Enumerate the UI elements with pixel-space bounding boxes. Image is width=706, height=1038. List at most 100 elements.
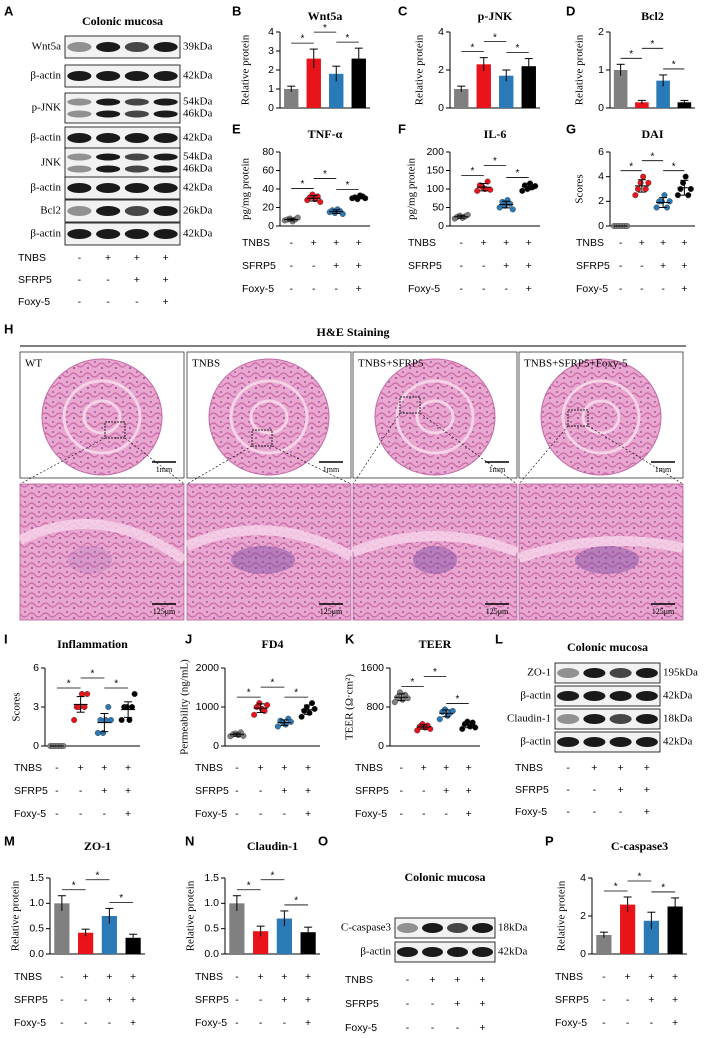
data-point: [637, 179, 644, 186]
blot-band: [124, 110, 149, 118]
treatment-label: SFRP5: [195, 994, 229, 1006]
treatment-sign: -: [593, 784, 597, 796]
data-point: [666, 198, 673, 205]
y-tick-label: 50: [432, 201, 444, 213]
significance-star: *: [346, 33, 350, 44]
treatment-sign: +: [503, 260, 509, 272]
y-tick-label: 3: [33, 701, 39, 713]
data-point: [459, 725, 466, 732]
blot-band: [557, 668, 580, 678]
y-tick-label: 0.0: [29, 948, 44, 960]
treatment-sign: -: [106, 296, 110, 308]
treatment-label: TNBS: [195, 971, 223, 983]
significance-star: *: [614, 882, 618, 893]
y-tick-label: 1: [598, 64, 604, 76]
y-tick-label: 0.5: [204, 922, 219, 934]
blot-band: [124, 153, 149, 161]
data-point: [256, 700, 263, 707]
blot-label: β-actin: [30, 228, 61, 240]
treatment-label: Foxy-5: [555, 1017, 587, 1029]
blot-band: [96, 153, 121, 161]
blot-band: [583, 668, 606, 678]
significance-star: *: [661, 883, 665, 894]
blot-band: [153, 98, 178, 106]
detail-image: [186, 483, 352, 621]
treatment-sign: +: [125, 785, 131, 797]
blot-band: [67, 71, 92, 81]
treatment-sign: +: [356, 283, 362, 295]
blot-band: [153, 229, 178, 239]
treatment-sign: -: [259, 808, 263, 820]
treatment-sign: +: [305, 994, 311, 1006]
y-tick-label: 80: [262, 146, 274, 158]
treatment-sign: +: [106, 971, 112, 983]
blot-band: [153, 42, 178, 52]
blot-band: [96, 133, 121, 143]
data-point: [100, 730, 107, 737]
blot-band: [635, 668, 658, 678]
significance-star: *: [301, 179, 305, 190]
blot-kda: 26kDa: [183, 205, 212, 217]
zoom-line: [19, 437, 106, 485]
y-tick-label: 2000: [196, 662, 220, 674]
scale-label: 1mm: [489, 465, 506, 474]
blot-band: [397, 923, 418, 933]
treatment-sign: -: [456, 1022, 460, 1034]
treatment-label: SFRP5: [555, 994, 589, 1006]
data-point: [687, 185, 694, 192]
significance-star: *: [247, 880, 251, 891]
blot-kda: 18kDa: [663, 713, 692, 725]
zoom-box: [251, 429, 273, 447]
y-tick-label: 6: [33, 662, 39, 674]
blot-label: β-actin: [30, 182, 61, 194]
y-tick-label: 1.5: [204, 872, 219, 884]
blot-band: [96, 98, 121, 106]
blot-band: [124, 42, 149, 52]
scale-label: 1mm: [323, 465, 340, 474]
treatment-label: Foxy-5: [195, 1017, 227, 1029]
blot-band: [447, 947, 468, 957]
treatment-sign: -: [108, 1017, 112, 1029]
treatment-sign: -: [283, 808, 287, 820]
treatment-sign: +: [479, 998, 485, 1010]
blot-kda: 42kDa: [663, 736, 692, 748]
treatment-sign: -: [460, 260, 464, 272]
panel-letter: P: [545, 833, 554, 848]
blot-band: [583, 737, 606, 747]
treatment-sign: -: [640, 260, 644, 272]
significance-star: *: [91, 669, 95, 680]
treatment-sign: +: [479, 1022, 485, 1034]
y-tick-label: 0: [268, 220, 274, 232]
treatment-sign: +: [481, 237, 487, 249]
infiltrate: [413, 546, 457, 574]
treatment-sign: +: [281, 994, 287, 1006]
data-point: [317, 198, 324, 205]
y-tick-label: 150: [426, 164, 444, 176]
treatment-sign: -: [235, 994, 239, 1006]
y-axis-label: Relative protein: [240, 34, 252, 105]
blot-band: [124, 183, 149, 193]
treatment-label: TNBS: [195, 762, 223, 774]
treatment-sign: -: [283, 1017, 287, 1029]
treatment-label: SFRP5: [408, 260, 442, 272]
zoom-line: [271, 445, 352, 485]
tissue-band: [517, 535, 685, 563]
treatment-sign: +: [660, 260, 666, 272]
blot-band: [153, 165, 178, 173]
treatment-sign: -: [235, 808, 239, 820]
treatment-sign: -: [482, 260, 486, 272]
y-tick-label: 100: [426, 183, 444, 195]
scale-label: 125μm: [652, 607, 675, 616]
treatment-sign: -: [593, 806, 597, 818]
zoom-box: [104, 421, 126, 439]
blot-band: [153, 133, 178, 143]
blot-band: [96, 42, 121, 52]
y-axis-label: Relative protein: [574, 34, 586, 105]
y-tick-label: 0: [213, 740, 219, 752]
bar: [596, 935, 612, 954]
treatment-sign: -: [290, 237, 294, 249]
treatment-sign: +: [648, 971, 654, 983]
panel-letter: L: [495, 631, 503, 646]
y-tick-label: 0: [598, 102, 604, 114]
data-point: [640, 173, 647, 180]
